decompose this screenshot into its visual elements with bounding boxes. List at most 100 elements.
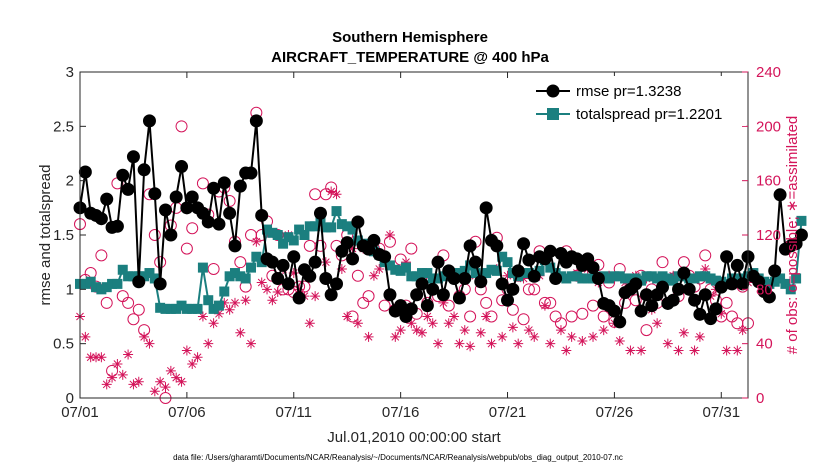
- legend-box: [530, 76, 746, 126]
- obs-assimilated-marker: [465, 341, 476, 352]
- rmse-marker: [132, 275, 146, 289]
- x-tick-label: 07/31: [703, 404, 741, 421]
- totalspread-marker: [620, 273, 631, 284]
- obs-assimilated-marker: [192, 352, 203, 363]
- rmse-marker: [126, 150, 140, 164]
- obs-possible-marker: [314, 239, 327, 252]
- rmse-marker: [762, 290, 776, 304]
- totalspread-marker: [384, 260, 395, 271]
- totalspread-marker: [769, 276, 780, 287]
- rmse-marker: [121, 182, 135, 196]
- rmse-marker: [148, 187, 162, 201]
- obs-possible-marker: [506, 303, 519, 316]
- obs-assimilated-marker: [91, 352, 102, 363]
- rmse-marker: [164, 228, 178, 242]
- totalspread-marker: [427, 273, 438, 284]
- rmse-marker: [281, 277, 295, 291]
- totalspread-marker: [422, 268, 433, 279]
- totalspread-marker: [700, 271, 711, 282]
- obs-assimilated-marker: [443, 318, 454, 329]
- obs-possible-marker: [629, 294, 642, 307]
- obs-assimilated-marker: [171, 372, 182, 383]
- rmse-marker: [319, 271, 333, 285]
- rmse-marker: [474, 275, 488, 289]
- obs-possible-marker: [656, 256, 669, 269]
- totalspread-marker: [128, 271, 139, 282]
- rmse-marker: [159, 203, 173, 217]
- chart-subtitle: AIRCRAFT_TEMPERATURE @ 400 hPa: [271, 49, 549, 66]
- totalspread-marker: [486, 264, 497, 275]
- totalspread-marker: [294, 224, 305, 235]
- legend-totalspread-marker: [547, 108, 559, 120]
- rmse-marker: [682, 282, 696, 296]
- y-left-tick-label: 1.5: [53, 227, 74, 244]
- totalspread-marker: [310, 221, 321, 232]
- obs-possible-marker: [480, 296, 493, 309]
- obs-possible-marker: [234, 256, 247, 269]
- y-right-tick-label: 120: [756, 227, 781, 244]
- rmse-marker: [340, 236, 354, 250]
- x-tick-label: 07/06: [168, 404, 206, 421]
- obs-possible-marker: [522, 283, 535, 296]
- totalspread-marker: [459, 265, 470, 276]
- rmse-marker: [287, 250, 301, 264]
- totalspread-marker: [320, 222, 331, 233]
- rmse-marker: [677, 266, 691, 280]
- x-axis: 07/01 07/06 07/11 07/16 07/21 07/26 07/31: [61, 72, 740, 421]
- obs-assimilated-marker: [235, 327, 246, 338]
- rmse-marker: [116, 168, 130, 182]
- obs-possible-marker: [154, 256, 167, 269]
- obs-assimilated-marker: [662, 338, 673, 349]
- totalspread-marker: [112, 278, 123, 289]
- obs-assimilated-marker: [256, 277, 267, 288]
- totalspread-marker: [278, 238, 289, 249]
- plot-area: [73, 106, 808, 404]
- obs-assimilated-marker: [614, 335, 625, 346]
- obs-assimilated-marker: [475, 327, 486, 338]
- obs-possible-marker: [464, 310, 477, 323]
- obs-possible-marker: [378, 299, 391, 312]
- obs-possible-marker: [132, 303, 145, 316]
- totalspread-marker: [561, 273, 572, 284]
- obs-assimilated-marker: [652, 318, 663, 329]
- rmse-marker: [586, 261, 600, 275]
- obs-assimilated-marker: [732, 345, 743, 356]
- obs-assimilated-marker: [518, 273, 529, 284]
- obs-assimilated-marker: [555, 325, 566, 336]
- obs-possible-marker: [576, 307, 589, 320]
- rmse-marker: [720, 250, 734, 264]
- rmse-marker: [378, 250, 392, 264]
- obs-assimilated-marker: [395, 325, 406, 336]
- y-right-tick-label: 40: [756, 336, 773, 353]
- legend-rmse-marker: [546, 84, 560, 98]
- rmse-marker: [447, 271, 461, 285]
- rmse-marker: [351, 215, 365, 229]
- obs-assimilated-marker: [406, 318, 417, 329]
- totalspread-marker: [604, 273, 615, 284]
- obs-assimilated-marker: [262, 284, 273, 295]
- obs-assimilated-marker: [417, 327, 428, 338]
- obs-assimilated-marker: [427, 318, 438, 329]
- totalspread-marker: [203, 295, 214, 306]
- rmse-marker: [522, 253, 536, 267]
- obs-possible-marker: [528, 283, 541, 296]
- legend-rmse-label: rmse pr=1.3238: [576, 83, 681, 100]
- obs-assimilated-marker: [347, 243, 358, 254]
- totalspread-marker: [400, 262, 411, 273]
- totalspread-marker: [614, 271, 625, 282]
- rmse-marker: [78, 165, 92, 179]
- obs-possible-marker: [207, 262, 220, 275]
- totalspread-marker: [641, 271, 652, 282]
- totalspread-marker: [240, 273, 251, 284]
- totalspread-marker: [775, 273, 786, 284]
- obs-assimilated-marker: [342, 311, 353, 322]
- totalspread-marker: [694, 271, 705, 282]
- totalspread-marker: [213, 300, 224, 311]
- rmse-marker: [549, 271, 563, 285]
- obs-assimilated-marker: [497, 331, 508, 342]
- totalspread-marker: [123, 271, 134, 282]
- rmse-marker: [292, 291, 306, 305]
- rmse-marker: [153, 277, 167, 291]
- rmse-marker: [752, 275, 766, 289]
- obs-possible-marker: [196, 177, 209, 190]
